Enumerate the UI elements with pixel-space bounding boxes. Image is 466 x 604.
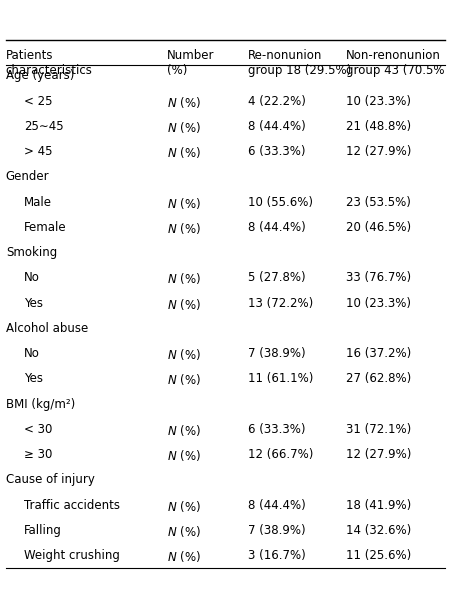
Text: 33 (76.7%): 33 (76.7%) <box>346 271 411 284</box>
Text: 10 (55.6%): 10 (55.6%) <box>247 196 313 208</box>
Text: 11 (61.1%): 11 (61.1%) <box>247 372 313 385</box>
Text: $N$ (%): $N$ (%) <box>167 524 201 539</box>
Text: Yes: Yes <box>24 372 43 385</box>
Text: 25∼45: 25∼45 <box>24 120 63 133</box>
Text: $N$ (%): $N$ (%) <box>167 448 201 463</box>
Text: < 25: < 25 <box>24 95 52 108</box>
Text: $N$ (%): $N$ (%) <box>167 347 201 362</box>
Text: Smoking: Smoking <box>6 246 57 259</box>
Text: $N$ (%): $N$ (%) <box>167 221 201 236</box>
Text: $N$ (%): $N$ (%) <box>167 297 201 312</box>
Text: $N$ (%): $N$ (%) <box>167 498 201 513</box>
Text: 14 (32.6%): 14 (32.6%) <box>346 524 411 537</box>
Text: $N$ (%): $N$ (%) <box>167 549 201 564</box>
Text: BMI (kg/m²): BMI (kg/m²) <box>6 397 75 411</box>
Text: 6 (33.3%): 6 (33.3%) <box>247 423 305 436</box>
Text: 7 (38.9%): 7 (38.9%) <box>247 347 305 360</box>
Text: < 30: < 30 <box>24 423 52 436</box>
Text: Cause of injury: Cause of injury <box>6 474 95 486</box>
Text: 13 (72.2%): 13 (72.2%) <box>247 297 313 310</box>
Text: Yes: Yes <box>24 297 43 310</box>
Text: ≥ 30: ≥ 30 <box>24 448 52 461</box>
Text: 23 (53.5%): 23 (53.5%) <box>346 196 411 208</box>
Text: $N$ (%): $N$ (%) <box>167 120 201 135</box>
Text: > 45: > 45 <box>24 145 52 158</box>
Text: No: No <box>24 347 40 360</box>
Text: Patients
characteristics: Patients characteristics <box>6 50 93 77</box>
Text: $N$ (%): $N$ (%) <box>167 423 201 438</box>
Text: 4 (22.2%): 4 (22.2%) <box>247 95 306 108</box>
Text: 12 (27.9%): 12 (27.9%) <box>346 145 411 158</box>
Text: 11 (25.6%): 11 (25.6%) <box>346 549 411 562</box>
Text: 8 (44.4%): 8 (44.4%) <box>247 221 305 234</box>
Text: 10 (23.3%): 10 (23.3%) <box>346 297 411 310</box>
Text: No: No <box>24 271 40 284</box>
Text: Female: Female <box>24 221 66 234</box>
Text: $N$ (%): $N$ (%) <box>167 372 201 387</box>
Text: 27 (62.8%): 27 (62.8%) <box>346 372 411 385</box>
Text: Gender: Gender <box>6 170 49 184</box>
Text: Weight crushing: Weight crushing <box>24 549 120 562</box>
Text: $N$ (%): $N$ (%) <box>167 95 201 109</box>
Text: 20 (46.5%): 20 (46.5%) <box>346 221 411 234</box>
Text: $N$ (%): $N$ (%) <box>167 145 201 160</box>
Text: 31 (72.1%): 31 (72.1%) <box>346 423 411 436</box>
Text: 5 (27.8%): 5 (27.8%) <box>247 271 305 284</box>
Text: Alcohol abuse: Alcohol abuse <box>6 322 88 335</box>
Text: $N$ (%): $N$ (%) <box>167 271 201 286</box>
Text: 7 (38.9%): 7 (38.9%) <box>247 524 305 537</box>
Text: Re-nonunion
group 18 (29.5%): Re-nonunion group 18 (29.5%) <box>247 50 351 77</box>
Text: 21 (48.8%): 21 (48.8%) <box>346 120 411 133</box>
Text: 6 (33.3%): 6 (33.3%) <box>247 145 305 158</box>
Text: 8 (44.4%): 8 (44.4%) <box>247 498 305 512</box>
Text: 8 (44.4%): 8 (44.4%) <box>247 120 305 133</box>
Text: Non-renonunion
group 43 (70.5%: Non-renonunion group 43 (70.5% <box>346 50 445 77</box>
Text: 16 (37.2%): 16 (37.2%) <box>346 347 411 360</box>
Text: 18 (41.9%): 18 (41.9%) <box>346 498 411 512</box>
Text: Age (years): Age (years) <box>6 69 74 82</box>
Text: Falling: Falling <box>24 524 62 537</box>
Text: 10 (23.3%): 10 (23.3%) <box>346 95 411 108</box>
Text: 12 (27.9%): 12 (27.9%) <box>346 448 411 461</box>
Text: 12 (66.7%): 12 (66.7%) <box>247 448 313 461</box>
Text: 3 (16.7%): 3 (16.7%) <box>247 549 305 562</box>
Text: Traffic accidents: Traffic accidents <box>24 498 120 512</box>
Text: Number
(%): Number (%) <box>167 50 214 77</box>
Text: $N$ (%): $N$ (%) <box>167 196 201 211</box>
Text: Male: Male <box>24 196 52 208</box>
